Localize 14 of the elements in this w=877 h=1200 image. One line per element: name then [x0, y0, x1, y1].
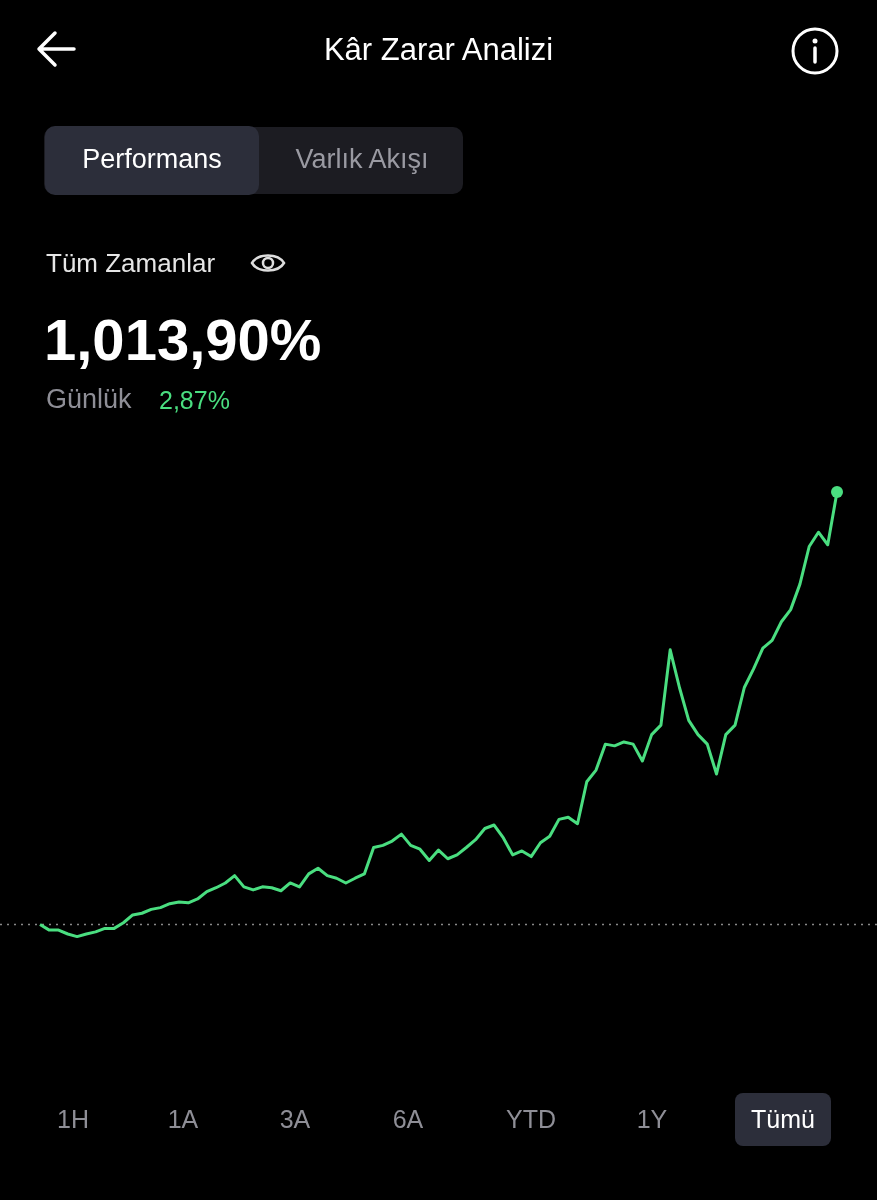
text: 1H: [56, 1105, 90, 1134]
text: Performans: [81, 144, 223, 175]
text: 1A: [166, 1105, 200, 1134]
chart-subtitle: Tüm Zamanlar: [46, 248, 216, 279]
text: Günlük: [46, 384, 132, 415]
text: 3A: [278, 1105, 312, 1134]
text: Varlık Akışı: [294, 144, 430, 175]
text: YTD: [505, 1105, 557, 1134]
text: Tümü: [750, 1105, 816, 1134]
text: 1,013,90%: [44, 306, 322, 373]
text: 1Y: [635, 1105, 669, 1134]
chart-title: Kâr Zarar Analizi: [322, 32, 555, 68]
text: 6A: [391, 1105, 425, 1134]
text: 2,87%: [159, 386, 230, 415]
